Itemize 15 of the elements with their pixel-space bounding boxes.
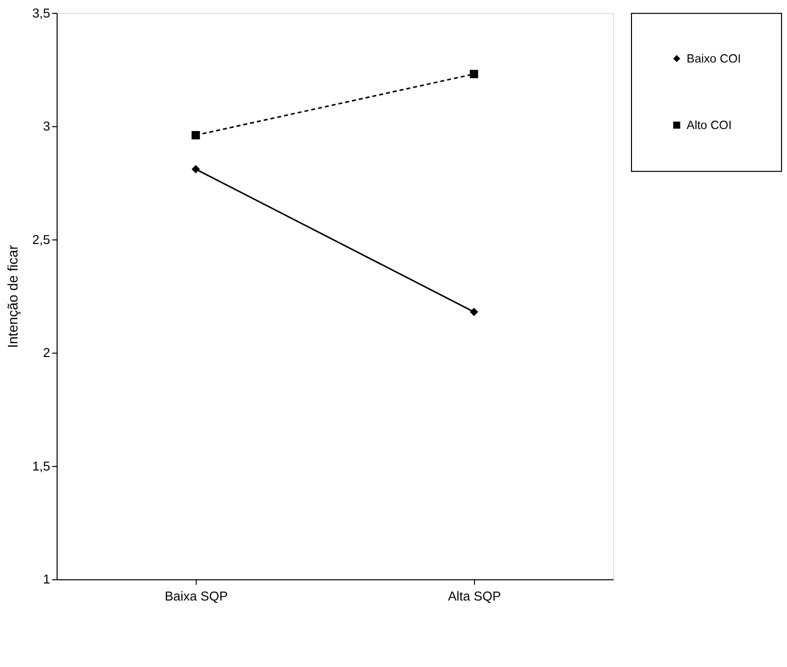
y-tick-label: 1 xyxy=(42,572,50,587)
legend-label: Baixo COI xyxy=(686,52,741,66)
point xyxy=(470,308,478,316)
point xyxy=(470,70,478,78)
y-tick-label: 2,5 xyxy=(32,232,50,247)
x-tick-label: Baixa SQP xyxy=(164,588,228,604)
x-tick-label: Alta SQP xyxy=(448,588,502,604)
y-tick-label: 3 xyxy=(42,118,50,134)
y-axis-title: Intenção de ficar xyxy=(4,244,20,348)
point xyxy=(192,131,200,140)
y-tick-label: 2 xyxy=(42,345,50,360)
point xyxy=(192,165,200,174)
y-tick-label: 1,5 xyxy=(32,458,50,474)
y-tick-label: 3,5 xyxy=(32,5,50,20)
legend-label: Alto COI xyxy=(686,118,732,132)
